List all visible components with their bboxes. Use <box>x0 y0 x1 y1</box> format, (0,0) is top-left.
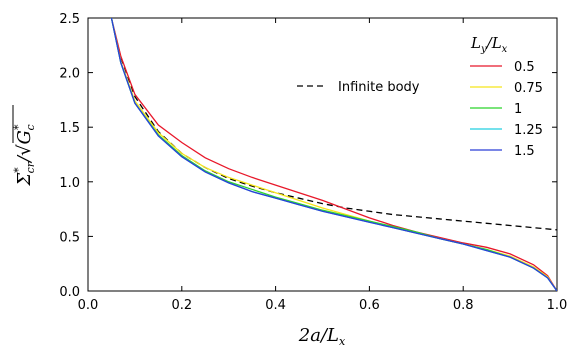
legend-title: Ly/Lx <box>470 34 508 55</box>
plot-frame <box>87 17 558 292</box>
x-tick-label: 0.8 <box>453 298 474 313</box>
y-tick-label: 0.5 <box>59 230 80 245</box>
y-tick-label: 1.0 <box>59 176 80 191</box>
y-axis-title: Σ*cr/√G*c <box>12 105 37 187</box>
legend-label-infinite: Infinite body <box>338 80 420 95</box>
series-line-3 <box>110 18 557 291</box>
legend-label-4: 1.5 <box>514 144 535 159</box>
legend-label-0: 0.5 <box>514 60 535 75</box>
y-tick-label: 2.5 <box>59 12 80 27</box>
legend-label-3: 1.25 <box>514 123 543 138</box>
x-tick-label: 0.4 <box>265 298 286 313</box>
legend: Ly/Lx Infinite body 0.5 0.75 1 1.25 1.5 <box>297 34 543 159</box>
x-tick-label: 0.6 <box>359 298 380 313</box>
legend-label-1: 0.75 <box>514 81 543 96</box>
series-line-5 <box>110 18 557 291</box>
svg-text:Σ*cr/√G*c: Σ*cr/√G*c <box>12 124 37 187</box>
y-tick-label: 2.0 <box>59 67 80 82</box>
x-tick-label: 0.2 <box>171 298 192 313</box>
ticks: 0.0 0.2 0.4 0.6 0.8 1.0 0.0 0.5 1.0 1.5 2.0 2.5 <box>59 12 567 313</box>
series-layer <box>110 18 557 291</box>
y-tick-label: 1.5 <box>59 121 80 136</box>
x-tick-label: 1.0 <box>547 298 567 313</box>
x-axis-title: 2a/Lx <box>298 325 346 348</box>
y-tick-label: 0.0 <box>59 285 80 300</box>
legend-label-2: 1 <box>514 102 522 117</box>
series-line-1 <box>110 18 557 291</box>
x-tick-label: 0.0 <box>78 298 99 313</box>
